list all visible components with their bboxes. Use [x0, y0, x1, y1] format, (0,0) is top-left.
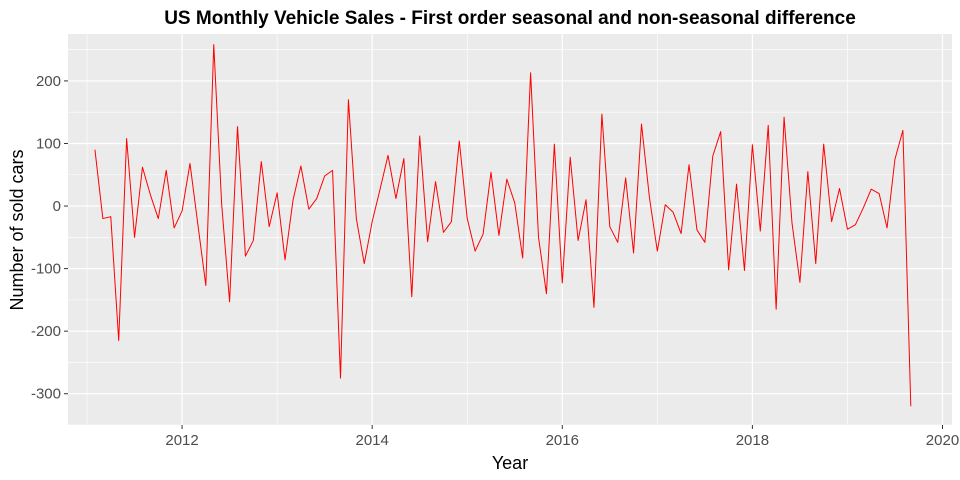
x-tick-label: 2018 — [736, 432, 769, 449]
x-tick-label: 2020 — [926, 432, 959, 449]
y-tick-label: 100 — [36, 135, 61, 152]
series-layer — [94, 44, 912, 407]
y-tick-label: -300 — [31, 386, 61, 403]
x-tick-label: 2014 — [355, 432, 388, 449]
x-axis: 2012 2014 2016 2018 2020 — [165, 425, 959, 449]
y-axis: -300 -200 -100 0 100 200 — [31, 73, 68, 403]
gridlines — [68, 34, 952, 426]
chart-title: US Monthly Vehicle Sales - First order s… — [164, 8, 856, 29]
x-tick-label: 2012 — [165, 432, 198, 449]
y-tick-label: -100 — [31, 261, 61, 278]
plot-panel — [68, 34, 952, 425]
x-tick-label: 2016 — [546, 432, 579, 449]
series-line — [94, 44, 912, 407]
x-axis-title: Year — [492, 453, 528, 473]
y-tick-label: 200 — [36, 73, 61, 90]
y-tick-label: -200 — [31, 323, 61, 340]
y-axis-title: Number of sold cars — [7, 149, 27, 310]
y-tick-label: 0 — [53, 198, 61, 215]
